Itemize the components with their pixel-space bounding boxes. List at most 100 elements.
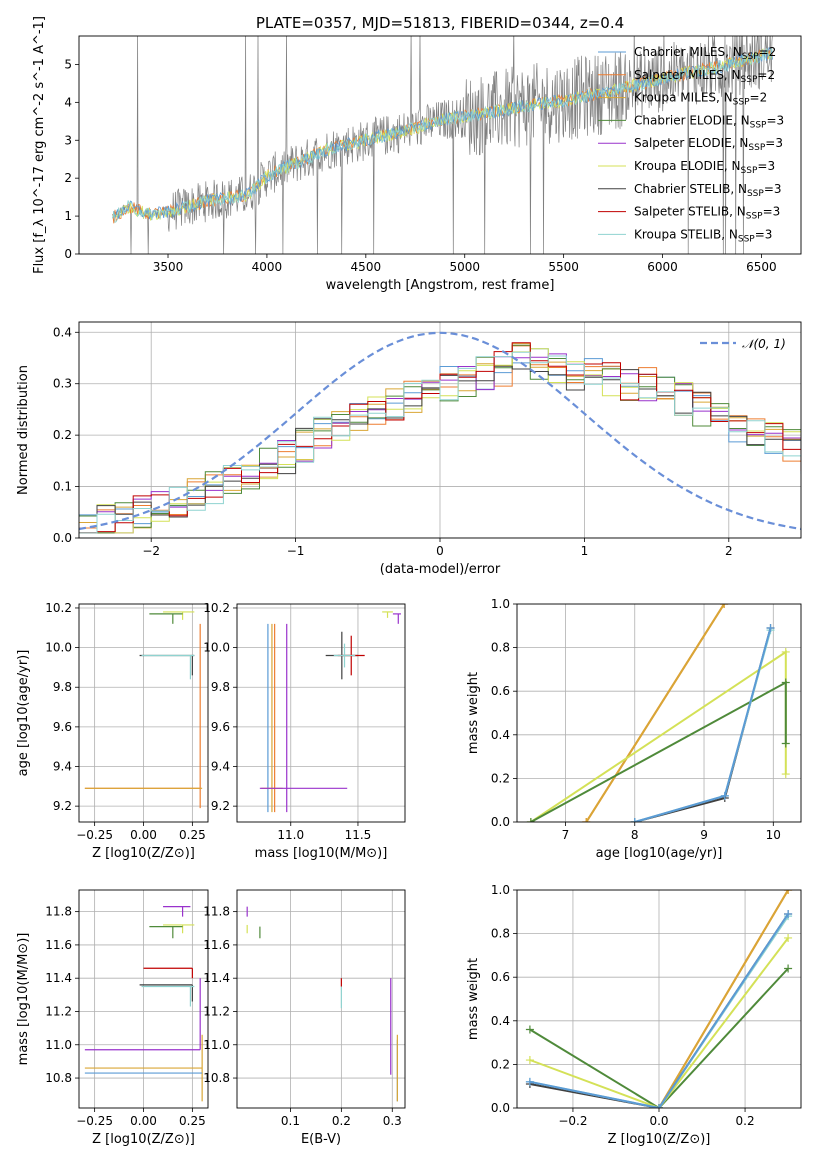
y-tick-label: 1.0: [491, 883, 510, 897]
x-tick-label: 8: [631, 828, 639, 842]
x-tick-label: 0.00: [130, 1114, 157, 1128]
weight-line: [529, 967, 789, 1108]
y-axis-label: Flux [f_λ 10^-17 erg cm^-2 s^-1 A^-1]: [32, 16, 47, 274]
y-axis-label: mass [log10(M/M⊙)]: [16, 933, 31, 1066]
y-tick-label: 9.4: [53, 760, 72, 774]
x-tick-label: 4500: [351, 260, 382, 274]
x-tick-label: 3500: [153, 260, 184, 274]
axes-frame: [78, 603, 209, 823]
x-tick-label: 10: [766, 828, 781, 842]
errorbar-point: [141, 654, 195, 680]
weight-marker: [525, 1077, 534, 1086]
panel-residuals: −2 −1 0 1 2 0.0 0.1 0.2 0.3 0.4 (data-model)/error…: [16, 321, 802, 577]
y-tick-label: 11.0: [203, 1038, 230, 1052]
errorbar-point: [143, 967, 193, 979]
axes-frame: [516, 603, 802, 823]
x-tick-label: 6000: [647, 260, 678, 274]
y-tick-label: 11.8: [203, 905, 230, 919]
panel-mass-vs-Z: −0.25 0.00 0.25 10.8 11.0 11.2 11.4 11.6 11.8 Z […: [16, 889, 209, 1147]
plot-area-spectrum: [112, 36, 773, 254]
weight-marker: [784, 890, 793, 894]
y-tick-label: 0.4: [53, 325, 72, 339]
y-tick-label: 11.2: [45, 1004, 72, 1018]
y-tick-label: 0.0: [491, 815, 510, 829]
errorbar-point: [333, 643, 356, 668]
errorbar-point: [149, 613, 183, 624]
weight-line: [634, 627, 772, 822]
y-tick-label: 0.1: [53, 480, 72, 494]
y-tick-label: 10.0: [45, 641, 72, 655]
x-tick-label: 0: [436, 544, 444, 558]
weight-marker: [582, 818, 591, 822]
x-tick-label: 2: [725, 544, 733, 558]
y-tick-label: 11.0: [45, 1038, 72, 1052]
legend-entry: Salpeter ELODIE, NSSP=3: [634, 136, 783, 153]
y-tick-label: 0.8: [491, 927, 510, 941]
y-axis-label: mass weight: [466, 672, 481, 754]
histogram-step-line: [79, 365, 801, 534]
errorbar-point: [163, 611, 195, 620]
weight-marker: [781, 739, 790, 748]
x-tick-label: 5500: [548, 260, 579, 274]
y-tick-label: 0.6: [491, 684, 510, 698]
weight-marker: [784, 964, 793, 973]
y-tick-label: 9.4: [211, 760, 230, 774]
x-tick-label: 1: [581, 544, 589, 558]
legend-entry: 𝒩(0, 1): [742, 337, 786, 351]
y-tick-label: 0.2: [53, 428, 72, 442]
y-tick-label: 11.6: [203, 938, 230, 952]
x-tick-label: 0.0: [649, 1114, 668, 1128]
histogram-step-line: [79, 353, 801, 534]
y-tick-label: 9.6: [53, 720, 72, 734]
x-tick-label: 9: [700, 828, 708, 842]
y-tick-label: 5: [64, 57, 72, 71]
plot-area-age-vs-Z: [79, 604, 208, 822]
y-tick-label: 11.8: [45, 905, 72, 919]
x-tick-label: 5000: [449, 260, 480, 274]
y-tick-label: 0: [64, 247, 72, 261]
x-tick-label: 4000: [252, 260, 283, 274]
y-axis-label: mass weight: [466, 958, 481, 1040]
errorbar-point: [84, 623, 201, 809]
gaussian-curve: [79, 331, 801, 531]
x-tick-label: 0.1: [281, 1114, 300, 1128]
y-tick-label: 0.3: [53, 377, 72, 391]
plot-area-mass-vs-Z: [79, 890, 208, 1108]
errorbar-point: [382, 611, 393, 618]
x-tick-label: 0.3: [383, 1114, 402, 1128]
spectrum-data-line: [112, 36, 773, 254]
errorbar-point: [139, 654, 195, 676]
y-tick-label: 0.0: [53, 531, 72, 545]
weight-marker: [781, 647, 790, 656]
errorbar-point: [84, 978, 201, 1051]
weight-line: [529, 937, 789, 1108]
x-axis-label: age [log10(age/yr)]: [596, 846, 723, 861]
x-tick-label: 7: [562, 828, 570, 842]
plot-area-weight-vs-Z: [517, 890, 801, 1108]
panel-spectrum: 3500 4000 4500 5000 5500 6000 6500 0 1 2 3 4 5 wavele…: [32, 16, 802, 293]
x-tick-label: 0.25: [179, 1114, 206, 1128]
errorbar-point: [261, 623, 283, 813]
y-tick-label: 9.8: [53, 680, 72, 694]
y-tick-label: 0.2: [491, 771, 510, 785]
axes-frame: [236, 889, 406, 1109]
plot-area-age-vs-mass: [237, 604, 405, 822]
axes-frame: [516, 889, 802, 1109]
y-tick-label: 10.8: [203, 1071, 230, 1085]
axes-frame: [78, 889, 209, 1109]
errorbar-point: [149, 926, 183, 939]
legend-entry: Chabrier STELIB, NSSP=3: [634, 182, 782, 199]
weight-marker: [766, 623, 775, 632]
weight-marker: [630, 818, 639, 822]
plot-area-mass-vs-ebv: [237, 890, 405, 1108]
axes-frame: [78, 35, 802, 255]
y-tick-label: 9.2: [211, 799, 230, 813]
y-tick-label: 10.0: [203, 641, 230, 655]
y-tick-label: 11.4: [45, 971, 72, 985]
x-axis-label: E(B-V): [301, 1132, 341, 1147]
plot-area-weight-vs-age: [517, 604, 801, 822]
x-tick-label: 0.00: [130, 828, 157, 842]
y-tick-label: 10.2: [203, 601, 230, 615]
errorbar-point: [141, 985, 195, 1007]
